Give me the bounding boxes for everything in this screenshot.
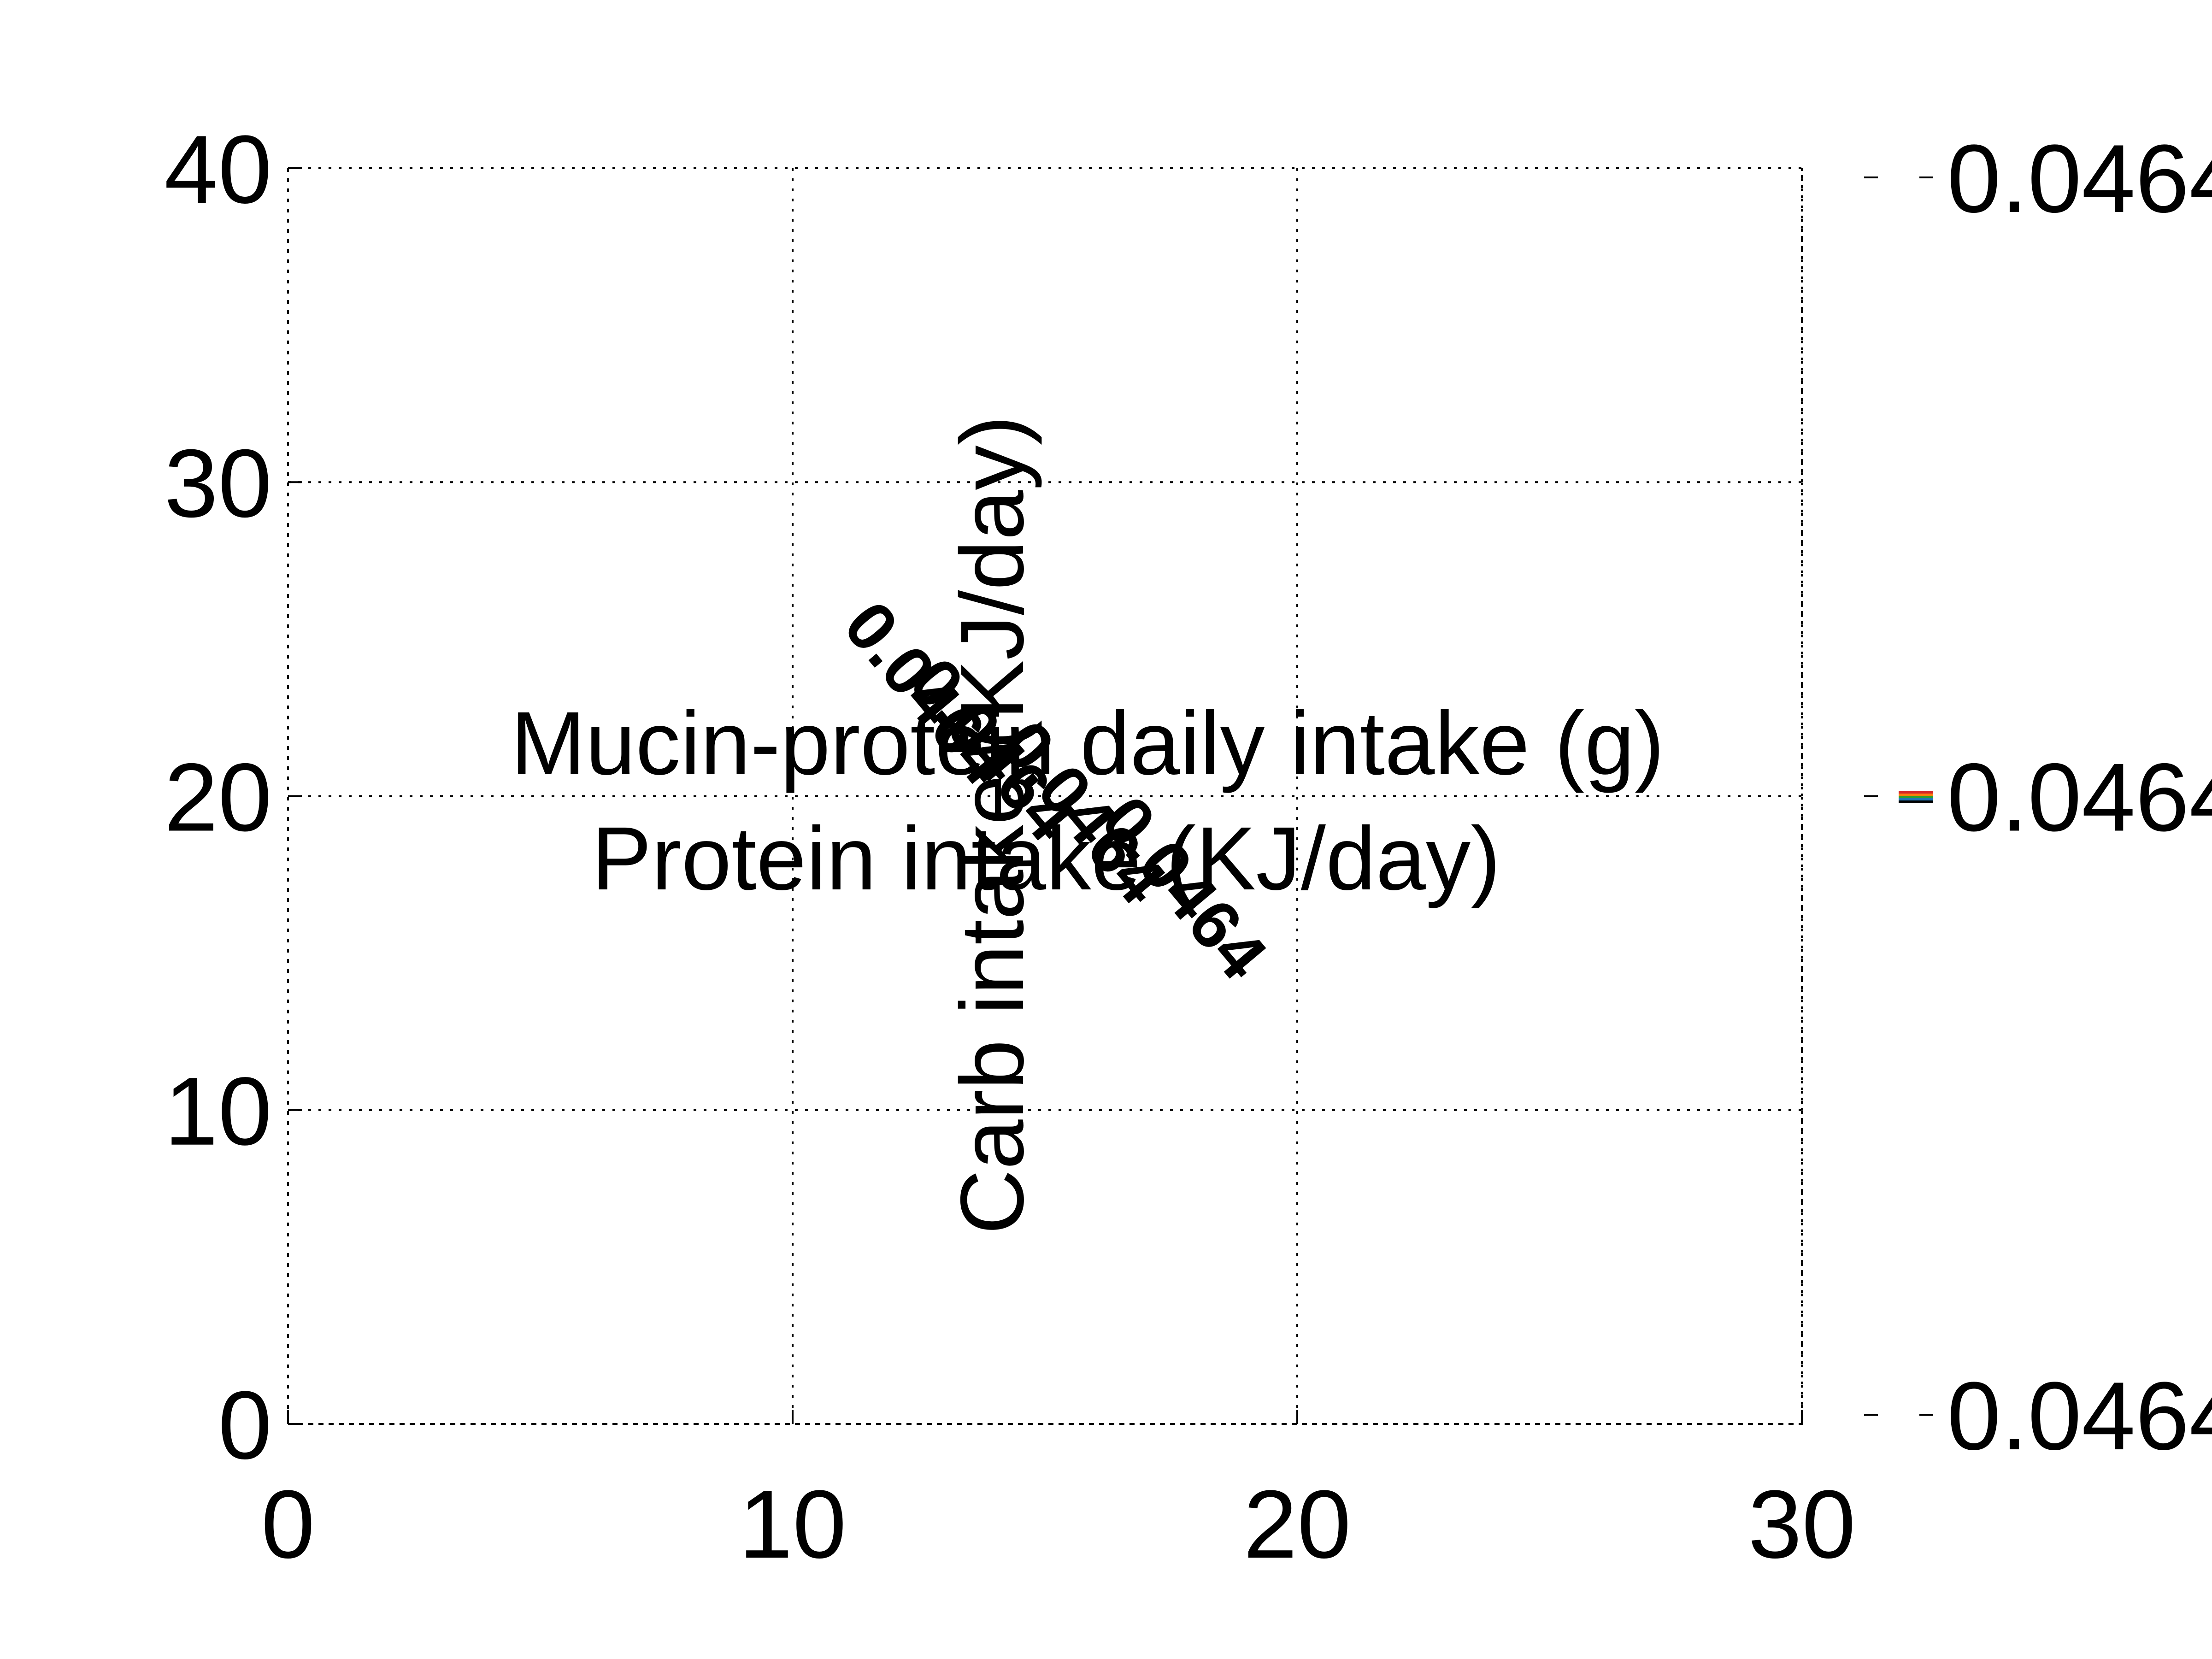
grid-layer xyxy=(287,167,1803,1425)
y-tick-label: 40 xyxy=(164,115,272,224)
y-tick-label: 0 xyxy=(218,1371,272,1479)
colorbar-label: Mucin-protein daily intake (g) xyxy=(511,693,1665,794)
y-tick-label: 20 xyxy=(164,743,272,852)
colorbar-tick-label: 0.0464 xyxy=(1947,1362,2212,1470)
x-tick-label: 10 xyxy=(739,1470,847,1578)
colorbar-tick-label: 0.0464 xyxy=(1947,124,2212,233)
x-tick-label: 30 xyxy=(1748,1470,1856,1578)
x-tick-label: 0 xyxy=(261,1470,315,1578)
plot-frame xyxy=(287,167,1803,1425)
y-tick-label: 10 xyxy=(164,1057,272,1165)
y-axis-title: Carb intake (KJ/day) xyxy=(942,415,1042,1234)
colorbar: 0.0464 0.0464 0.0464 xyxy=(1864,124,2212,1470)
axes-layer: 0 10 20 30 0 10 20 30 40 xyxy=(164,115,1855,1578)
y-tick-label: 30 xyxy=(164,429,272,537)
x-tick-label: 20 xyxy=(1243,1470,1351,1578)
x-axis-title: Protein intake (KJ/day) xyxy=(592,808,1501,909)
colorbar-tick-label: 0.0464 xyxy=(1947,743,2212,852)
